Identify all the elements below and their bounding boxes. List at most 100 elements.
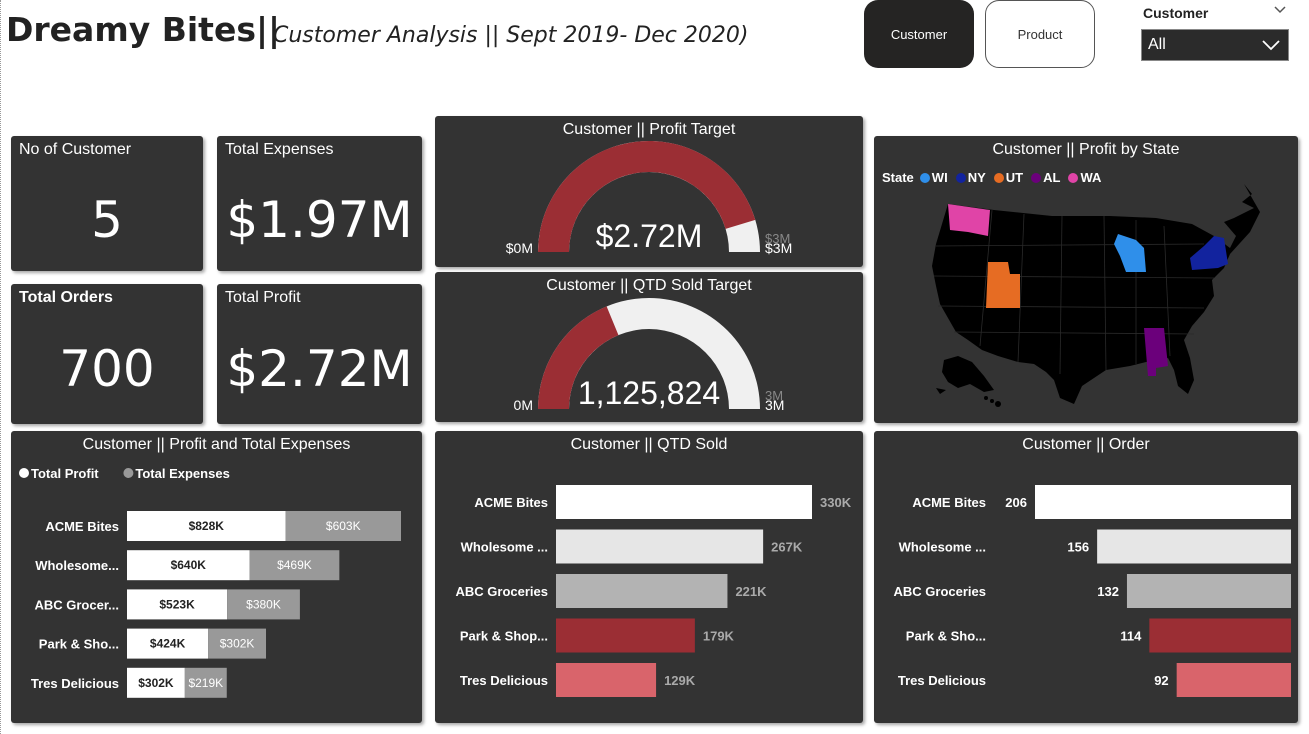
customer-count-card: No of Customer 5 bbox=[11, 136, 203, 271]
data-label: 129K bbox=[664, 673, 696, 688]
legend-item-ut[interactable]: UT bbox=[993, 170, 1023, 185]
gauge-max-label: $3M bbox=[765, 240, 792, 256]
legend-item-al[interactable]: AL bbox=[1031, 170, 1060, 185]
expense-data-label: $302K bbox=[220, 637, 255, 651]
qtd-bar bbox=[556, 574, 728, 608]
category-label: ABC Groceries bbox=[894, 584, 986, 599]
alaska-chain-shape bbox=[936, 388, 946, 394]
gauge-min-label: $0M bbox=[506, 240, 533, 256]
gauge-target-label: $3M bbox=[765, 231, 790, 246]
data-label: 92 bbox=[1154, 673, 1168, 688]
expense-bar bbox=[208, 628, 267, 659]
chart-title: Customer || Profit Target bbox=[562, 121, 736, 138]
state-ny[interactable] bbox=[1190, 236, 1228, 270]
qtd-bar bbox=[556, 485, 812, 519]
customer-slicer-dropdown[interactable]: All bbox=[1141, 29, 1289, 61]
category-label: ABC Groceries bbox=[456, 584, 548, 599]
gauge-value-label: 1,125,824 bbox=[578, 375, 720, 411]
profit-bar bbox=[127, 667, 185, 698]
chart-title: Customer || Profit by State bbox=[992, 141, 1180, 158]
state-wa[interactable] bbox=[948, 204, 990, 236]
card-value: 5 bbox=[91, 191, 123, 249]
legend-item-ny[interactable]: NY bbox=[955, 170, 986, 185]
expense-data-label: $380K bbox=[246, 597, 281, 611]
order-chart-panel: Customer || Order ACME Bites 206 Wholesome… bbox=[874, 431, 1298, 723]
chart-title: Customer || Profit and Total Expenses bbox=[82, 436, 351, 453]
legend-item-wa[interactable]: WA bbox=[1068, 170, 1101, 185]
order-bar bbox=[1149, 618, 1291, 653]
chevron-down-icon bbox=[1262, 40, 1280, 51]
profit-expenses-chart-panel: Customer || Profit and Total Expenses To… bbox=[11, 431, 422, 723]
expense-bar bbox=[184, 667, 227, 698]
slicer-title: Customer bbox=[1143, 5, 1209, 21]
total-profit-card: Total Profit $2.72M bbox=[217, 284, 422, 424]
gauge-value-arc bbox=[538, 141, 756, 252]
state-wi[interactable] bbox=[1114, 234, 1146, 272]
legend-title: State bbox=[882, 170, 914, 185]
data-label: 156 bbox=[1067, 540, 1089, 555]
page-subtitle: Customer Analysis || Sept 2019- Dec 2020… bbox=[273, 23, 749, 48]
expense-data-label: $469K bbox=[277, 558, 312, 572]
qtd-target-gauge-panel: Customer || QTD Sold Target 1,125,824 0M 3… bbox=[435, 272, 863, 422]
order-bar-chart: ACME Bites 206 Wholesome ... 156 ABC Groceri… bbox=[894, 485, 1291, 697]
legend-item-wi[interactable]: WI bbox=[919, 170, 948, 185]
category-label: Wholesome... bbox=[35, 558, 119, 573]
gauge-min-label: 0M bbox=[514, 397, 533, 413]
chart-title: Customer || QTD Sold Target bbox=[546, 277, 752, 294]
legend-label: WI bbox=[931, 170, 948, 185]
order-bar bbox=[1176, 663, 1291, 697]
gauge-value-label: $2.72M bbox=[596, 218, 703, 254]
category-label: Tres Delicious bbox=[460, 673, 548, 688]
brand-title: Dreamy Bites|| bbox=[6, 10, 281, 49]
customer-page-button[interactable]: Customer bbox=[864, 0, 974, 68]
legend-dot-total-profit bbox=[19, 468, 29, 478]
slicer-selected-value: All bbox=[1148, 36, 1166, 53]
us-state-map bbox=[932, 184, 1260, 407]
category-label: Wholesome ... bbox=[899, 540, 986, 555]
profit-bar bbox=[127, 589, 228, 620]
legend-label: Total Expenses bbox=[135, 466, 229, 481]
gauge-max-label: 3M bbox=[765, 397, 784, 413]
legend-dot bbox=[1031, 173, 1042, 183]
hawaii-island bbox=[990, 399, 994, 403]
data-label: 267K bbox=[771, 540, 803, 555]
legend-dot bbox=[919, 173, 930, 183]
expense-bar bbox=[249, 550, 340, 581]
legend-dot bbox=[955, 173, 966, 183]
product-page-button[interactable]: Product bbox=[985, 0, 1095, 68]
slicer-collapse-icon[interactable] bbox=[1273, 3, 1287, 17]
order-bar bbox=[1097, 529, 1291, 564]
category-label: ABC Grocer... bbox=[34, 597, 119, 612]
profit-target-gauge-panel: Customer || Profit Target $2.72M $0M $3M $3… bbox=[435, 116, 863, 267]
legend-label: NY bbox=[967, 170, 986, 185]
order-bar bbox=[1126, 574, 1291, 608]
total-orders-card: Total Orders 700 bbox=[11, 284, 203, 424]
data-label: 114 bbox=[1120, 629, 1142, 644]
expense-data-label: $603K bbox=[326, 519, 361, 533]
total-expenses-card: Total Expenses $1.97M bbox=[217, 136, 422, 271]
category-label: ACME Bites bbox=[45, 519, 119, 534]
profit-data-label: $302K bbox=[138, 676, 174, 690]
order-bar bbox=[1035, 485, 1291, 519]
profit-expenses-stacked-bar-chart: Total Profit Total Expenses ACME Bites $828… bbox=[19, 466, 401, 698]
hawaii-island bbox=[995, 401, 1001, 407]
category-label: Park & Sho... bbox=[906, 629, 986, 644]
category-label: Park & Shop... bbox=[460, 629, 548, 644]
chart-title: Customer || Order bbox=[1022, 436, 1150, 453]
category-label: Tres Delicious bbox=[31, 676, 119, 691]
state-al[interactable] bbox=[1144, 328, 1168, 376]
profit-data-label: $523K bbox=[159, 597, 195, 611]
legend-dot bbox=[993, 173, 1004, 183]
card-label: Total Orders bbox=[19, 289, 113, 306]
chart-title: Customer || QTD Sold bbox=[570, 436, 728, 453]
left-border bbox=[0, 0, 1, 734]
qtd-sold-chart-panel: Customer || QTD Sold ACME Bites 330K Whole… bbox=[435, 431, 863, 723]
qtd-bar bbox=[556, 618, 695, 653]
profit-data-label: $640K bbox=[171, 558, 207, 572]
card-value: $2.72M bbox=[226, 340, 413, 398]
qtd-bar bbox=[556, 529, 764, 564]
legend-dot-total-expenses bbox=[123, 468, 134, 478]
state-ut[interactable] bbox=[986, 262, 1020, 308]
